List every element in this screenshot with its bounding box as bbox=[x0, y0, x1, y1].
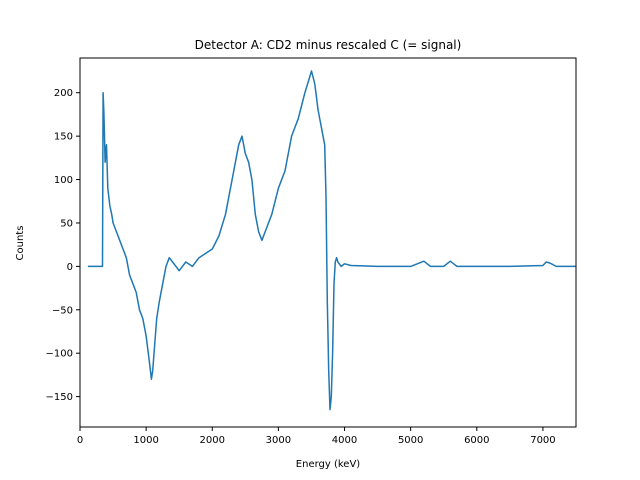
y-tick-label: 50 bbox=[60, 218, 73, 229]
x-tick-label: 1000 bbox=[133, 435, 158, 446]
y-axis-ticks: −150 −100 −50 0 50 100 150 200 bbox=[46, 88, 80, 403]
signal-series-line bbox=[87, 70, 576, 411]
x-tick-label: 7000 bbox=[530, 435, 555, 446]
y-axis-label: Counts bbox=[15, 226, 26, 261]
y-tick-label: 200 bbox=[54, 88, 73, 99]
y-tick-label: −150 bbox=[46, 392, 73, 403]
chart-title: Detector A: CD2 minus rescaled C (= sign… bbox=[195, 38, 462, 52]
y-tick-label: −50 bbox=[52, 305, 73, 316]
x-tick-label: 4000 bbox=[332, 435, 357, 446]
y-tick-label: 0 bbox=[67, 262, 73, 273]
x-tick-label: 5000 bbox=[398, 435, 423, 446]
x-tick-label: 0 bbox=[77, 435, 83, 446]
x-tick-label: 6000 bbox=[464, 435, 489, 446]
x-tick-label: 3000 bbox=[266, 435, 291, 446]
x-axis-label: Energy (keV) bbox=[296, 459, 361, 470]
x-axis-ticks: 0 1000 2000 3000 4000 5000 6000 7000 bbox=[77, 427, 556, 446]
y-tick-label: 150 bbox=[54, 132, 73, 143]
y-tick-label: 100 bbox=[54, 175, 73, 186]
y-tick-label: −100 bbox=[46, 349, 73, 360]
x-tick-label: 2000 bbox=[200, 435, 225, 446]
plot-area-frame bbox=[79, 57, 577, 428]
